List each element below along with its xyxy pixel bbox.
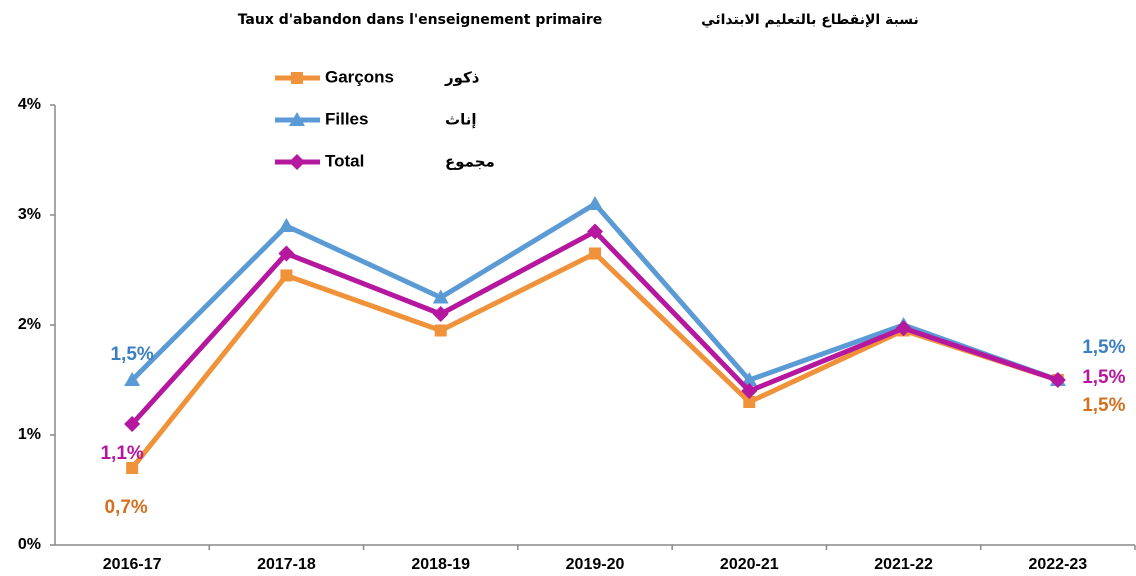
- y-tick-label: 2%: [18, 316, 41, 333]
- series-line: [130, 251, 1059, 470]
- y-tick-label: 4%: [18, 96, 41, 113]
- legend-label-ar: إناث: [445, 111, 476, 129]
- marker: [587, 196, 603, 210]
- marker: [289, 154, 305, 170]
- marker: [291, 72, 303, 84]
- marker: [743, 396, 756, 408]
- legend-label: Total: [325, 151, 364, 170]
- x-tick-label: 2020-21: [720, 556, 779, 573]
- value-label: 0,7%: [104, 497, 147, 518]
- marker: [741, 383, 758, 399]
- series-line: [130, 229, 1059, 426]
- legend-label: Garçons: [325, 67, 394, 86]
- marker: [126, 462, 139, 474]
- marker: [587, 223, 603, 240]
- marker: [278, 218, 295, 232]
- marker: [589, 247, 601, 260]
- chart-title-ar: نسبة الإنقطاع بالتعليم الابتدائي: [701, 12, 919, 28]
- value-label: 1,5%: [1082, 337, 1125, 358]
- y-tick-label: 1%: [18, 426, 41, 443]
- marker: [278, 245, 295, 262]
- value-label: 1,5%: [1082, 395, 1125, 416]
- y-tick-label: 0%: [18, 536, 41, 553]
- x-tick-label: 2019-20: [566, 556, 625, 573]
- marker: [1049, 372, 1066, 388]
- marker: [434, 324, 447, 337]
- value-label: 1,5%: [110, 344, 153, 365]
- marker: [280, 269, 293, 282]
- x-tick-label: 2021-22: [874, 556, 933, 573]
- marker: [432, 306, 449, 322]
- y-tick-label: 3%: [18, 206, 41, 223]
- marker: [289, 112, 305, 126]
- x-tick-label: 2017-18: [257, 556, 316, 573]
- marker: [895, 320, 912, 337]
- value-label: 1,1%: [100, 443, 143, 464]
- marker: [124, 372, 141, 386]
- chart-title: Taux d'abandon dans l'enseignement prima…: [238, 12, 603, 28]
- marker: [432, 289, 449, 304]
- legend-label: Filles: [325, 109, 368, 128]
- x-tick-label: 2022-23: [1028, 556, 1087, 573]
- x-tick-label: 2016-17: [103, 556, 162, 573]
- marker: [124, 416, 141, 432]
- marker: [741, 372, 758, 386]
- value-label: 1,5%: [1082, 367, 1125, 388]
- legend-label-ar: ذكور: [444, 69, 480, 87]
- legend-label-ar: مجموع: [445, 153, 495, 171]
- x-tick-label: 2018-19: [411, 556, 470, 573]
